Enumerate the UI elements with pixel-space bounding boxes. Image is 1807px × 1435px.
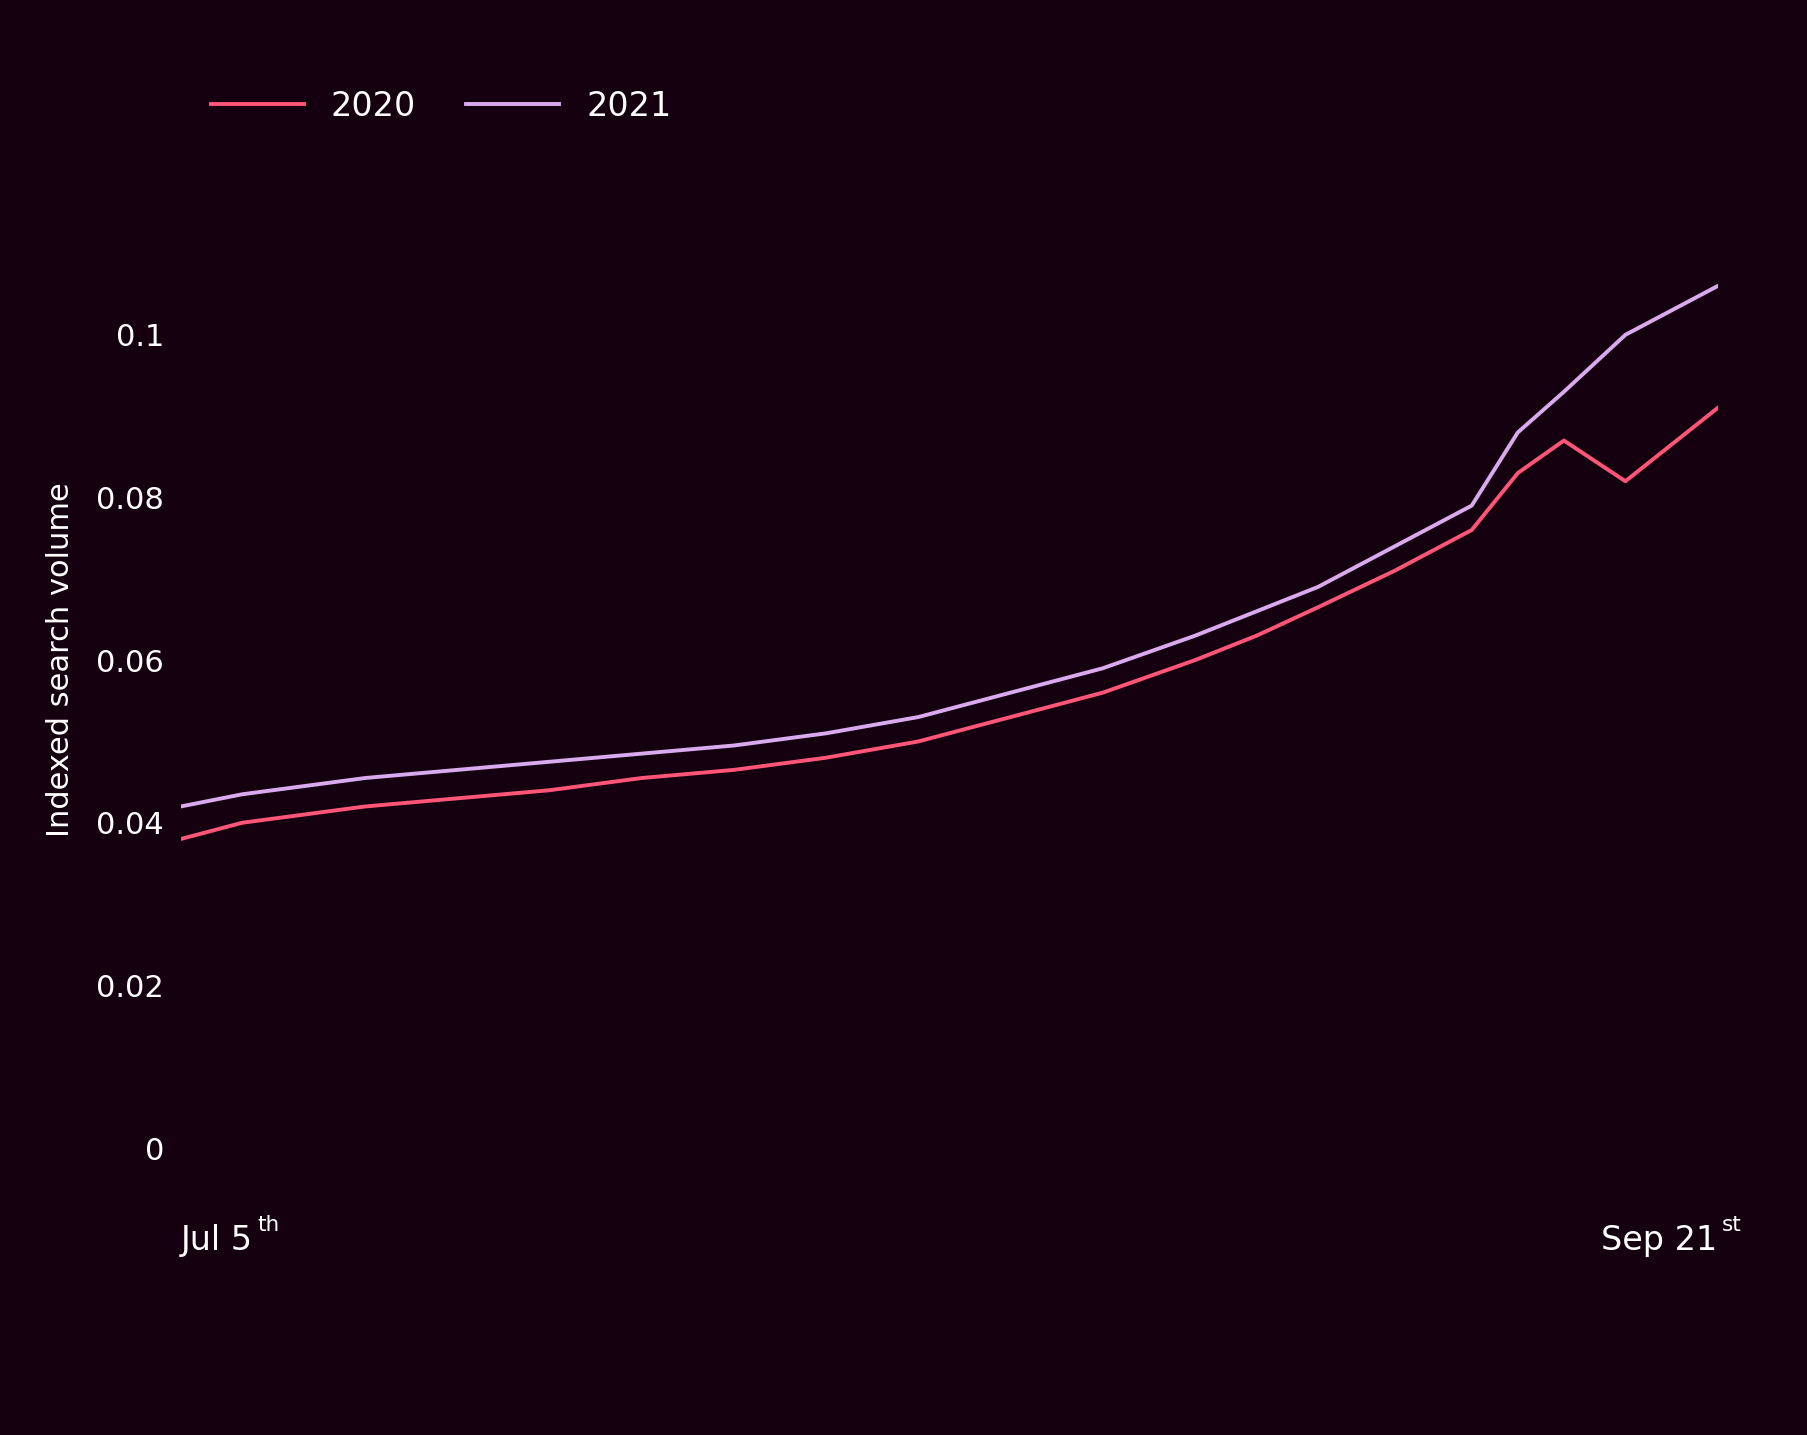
- 2021: [1384, 538, 1406, 555]
- 2020: [293, 806, 314, 824]
- 2020: [538, 782, 560, 799]
- Text: Sep 21: Sep 21: [1601, 1224, 1717, 1257]
- 2020: [1706, 399, 1727, 416]
- 2020: [1091, 684, 1113, 702]
- 2021: [231, 785, 253, 802]
- 2020: [999, 709, 1021, 726]
- 2020: [1384, 563, 1406, 580]
- 2021: [170, 798, 192, 815]
- 2021: [1245, 603, 1267, 620]
- 2020: [1460, 521, 1482, 538]
- 2021: [1091, 660, 1113, 677]
- 2020: [631, 769, 652, 786]
- 2020: [170, 831, 192, 848]
- 2021: [1184, 627, 1205, 644]
- 2021: [907, 709, 929, 726]
- Legend: 2020, 2021: 2020, 2021: [197, 76, 685, 136]
- 2020: [231, 814, 253, 831]
- 2021: [446, 761, 468, 778]
- Line: 2021: 2021: [181, 286, 1717, 806]
- 2021: [1306, 578, 1328, 596]
- 2021: [999, 684, 1021, 702]
- 2020: [1184, 651, 1205, 669]
- 2021: [1552, 383, 1574, 400]
- 2021: [723, 736, 744, 753]
- Text: Jul 5: Jul 5: [181, 1224, 253, 1257]
- 2021: [354, 769, 376, 786]
- Line: 2020: 2020: [181, 408, 1717, 839]
- 2020: [1614, 472, 1635, 489]
- Y-axis label: Indexed search volume: Indexed search volume: [47, 482, 76, 838]
- 2021: [1460, 497, 1482, 514]
- 2020: [907, 733, 929, 751]
- 2020: [1552, 432, 1574, 449]
- 2020: [354, 798, 376, 815]
- 2021: [631, 745, 652, 762]
- Text: st: st: [1720, 1214, 1740, 1234]
- 2021: [538, 753, 560, 771]
- 2020: [815, 749, 837, 766]
- 2021: [815, 725, 837, 742]
- Text: th: th: [257, 1214, 280, 1234]
- 2020: [1245, 627, 1267, 644]
- 2020: [446, 789, 468, 806]
- 2020: [1306, 598, 1328, 616]
- 2021: [1507, 423, 1529, 441]
- 2020: [723, 761, 744, 778]
- 2021: [1614, 326, 1635, 343]
- 2021: [293, 778, 314, 795]
- 2020: [1507, 465, 1529, 482]
- 2021: [1706, 277, 1727, 294]
